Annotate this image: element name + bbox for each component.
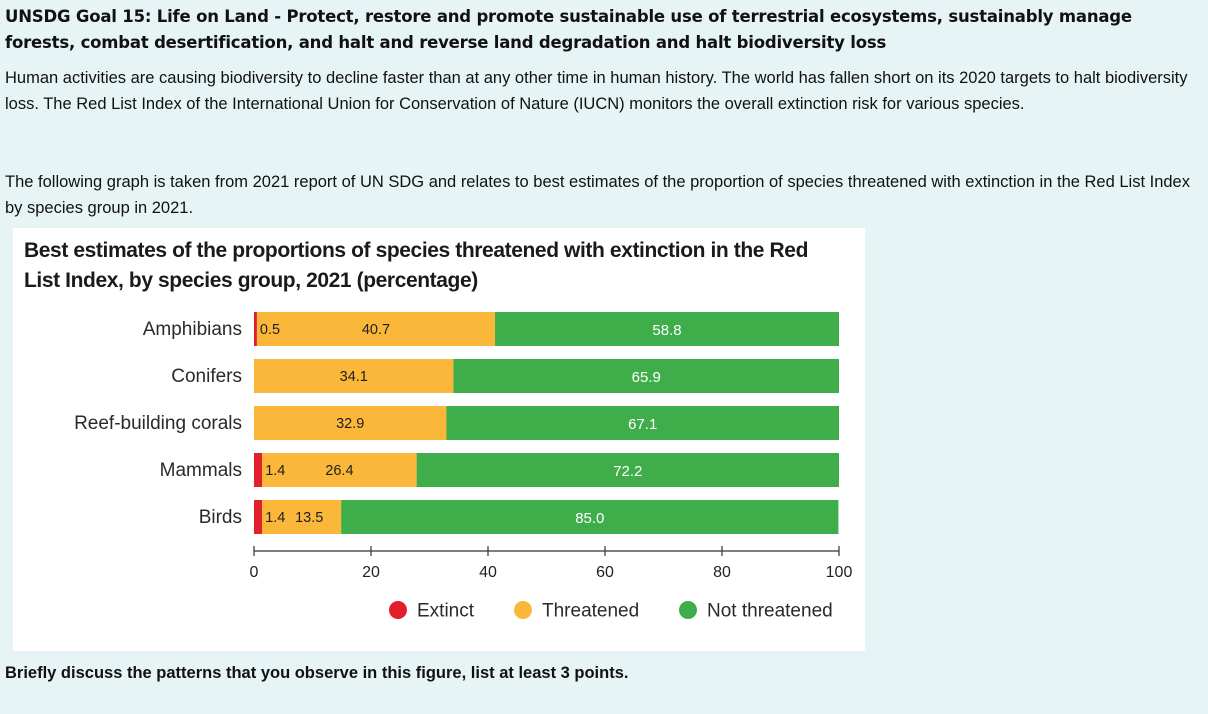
value-label-amphibians-extinct: 0.5	[260, 322, 280, 338]
chart-figure: Best estimates of the proportions of spe…	[13, 228, 865, 651]
chart-title: Best estimates of the proportions of spe…	[24, 239, 808, 292]
legend-marker-not-threatened	[679, 601, 697, 619]
value-label-birds-not-threatened: 85.0	[575, 510, 604, 527]
intro-paragraph: Human activities are causing biodiversit…	[5, 69, 1188, 113]
bar-mammals-extinct	[254, 453, 263, 487]
question-heading: UNSDG Goal 15: Life on Land - Protect, r…	[5, 7, 1132, 52]
value-label-conifers-threatened: 34.1	[340, 369, 368, 385]
value-label-reef-building-corals-not-threatened: 67.1	[628, 416, 657, 433]
stacked-bar-chart: Amphibians 0.5 40.7 58.8 Conifers 34.1 65.9 Ree…	[74, 312, 853, 622]
category-label-amphibians: Amphibians	[143, 319, 242, 340]
value-label-birds-threatened: 13.5	[295, 510, 323, 526]
legend-label-threatened: Threatened	[542, 601, 639, 622]
legend-label-extinct: Extinct	[417, 601, 475, 622]
x-tick-label-0: 0	[250, 564, 259, 581]
discussion-prompt: Briefly discuss the patterns that you ob…	[5, 664, 629, 682]
x-tick-label-60: 60	[596, 564, 614, 581]
legend-marker-extinct	[389, 601, 407, 619]
bar-amphibians-extinct	[254, 312, 257, 346]
x-tick-label-20: 20	[362, 564, 380, 581]
value-label-birds-extinct: 1.4	[265, 510, 285, 526]
value-label-amphibians-threatened: 40.7	[362, 322, 390, 338]
bar-birds-threatened	[262, 500, 342, 534]
x-tick-label-80: 80	[713, 564, 731, 581]
legend-label-not-threatened: Not threatened	[707, 601, 833, 622]
x-tick-label-100: 100	[826, 564, 853, 581]
category-label-conifers: Conifers	[171, 366, 242, 387]
value-label-mammals-extinct: 1.4	[265, 463, 285, 479]
category-label-reef-building-corals: Reef-building corals	[74, 413, 242, 434]
bar-birds-extinct	[254, 500, 263, 534]
bar-reef-building-corals-threatened	[254, 406, 447, 440]
value-label-mammals-not-threatened: 72.2	[613, 463, 642, 480]
bar-reef-building-corals-not-threatened	[446, 406, 839, 440]
value-label-amphibians-not-threatened: 58.8	[652, 322, 681, 339]
bar-amphibians-threatened	[256, 312, 496, 346]
graph-description-paragraph: The following graph is taken from 2021 r…	[5, 173, 1190, 217]
value-label-conifers-not-threatened: 65.9	[632, 369, 661, 386]
bar-conifers-not-threatened	[453, 359, 839, 393]
x-tick-label-40: 40	[479, 564, 497, 581]
legend-marker-threatened	[514, 601, 532, 619]
bar-mammals-not-threatened	[416, 453, 839, 487]
category-label-birds: Birds	[199, 507, 242, 528]
bar-mammals-threatened	[262, 453, 417, 487]
category-label-mammals: Mammals	[160, 460, 242, 481]
value-label-mammals-threatened: 26.4	[325, 463, 353, 479]
bar-amphibians-not-threatened	[495, 312, 839, 346]
value-label-reef-building-corals-threatened: 32.9	[336, 416, 364, 432]
bar-conifers-threatened	[254, 359, 454, 393]
bar-birds-not-threatened	[341, 500, 839, 534]
